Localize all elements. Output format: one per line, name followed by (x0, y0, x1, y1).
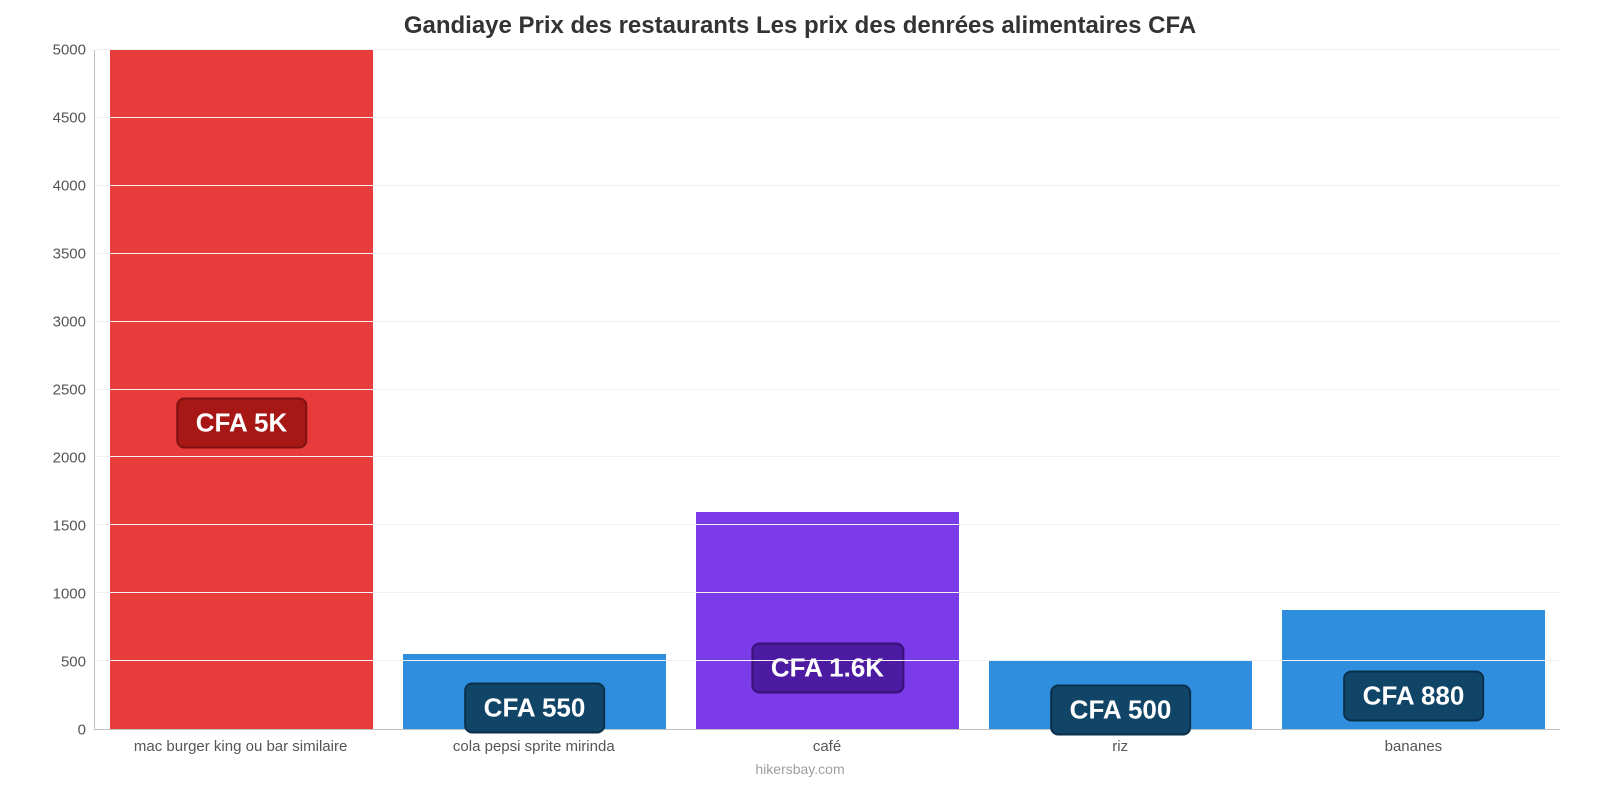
bar-slot: CFA 550 (388, 50, 681, 729)
plot-area: CFA 5K CFA 550 CFA 1.6K CFA 500 CFA 880 (94, 50, 1560, 730)
y-tick-label: 2000 (53, 450, 86, 467)
bar-slot: CFA 880 (1267, 50, 1560, 729)
grid-line (95, 456, 1560, 457)
bar: CFA 5K (110, 50, 374, 729)
grid-line (95, 321, 1560, 322)
value-badge: CFA 500 (1050, 685, 1192, 736)
bar-slot: CFA 500 (974, 50, 1267, 729)
bar-slot: CFA 1.6K (681, 50, 974, 729)
y-tick-label: 2500 (53, 382, 86, 399)
value-badge: CFA 5K (176, 398, 308, 449)
bars-container: CFA 5K CFA 550 CFA 1.6K CFA 500 CFA 880 (95, 50, 1560, 729)
y-tick-label: 3000 (53, 314, 86, 331)
grid-line (95, 185, 1560, 186)
grid-line (95, 49, 1560, 50)
value-badge: CFA 880 (1343, 670, 1485, 721)
bar: CFA 550 (403, 654, 667, 729)
x-tick-label: mac burger king ou bar similaire (94, 730, 387, 755)
y-tick-label: 1000 (53, 586, 86, 603)
grid-line (95, 389, 1560, 390)
chart-title: Gandiaye Prix des restaurants Les prix d… (40, 12, 1560, 40)
grid-line (95, 592, 1560, 593)
x-tick-label: cola pepsi sprite mirinda (387, 730, 680, 755)
y-tick-label: 1500 (53, 518, 86, 535)
plot-row: 0500100015002000250030003500400045005000… (40, 50, 1560, 730)
y-tick-label: 5000 (53, 42, 86, 59)
y-tick-label: 4000 (53, 178, 86, 195)
grid-line (95, 524, 1560, 525)
y-tick-label: 500 (61, 654, 86, 671)
price-bar-chart: Gandiaye Prix des restaurants Les prix d… (0, 0, 1600, 800)
grid-line (95, 117, 1560, 118)
x-tick-label: café (680, 730, 973, 755)
y-tick-label: 4500 (53, 110, 86, 127)
y-tick-label: 3500 (53, 246, 86, 263)
bar-slot: CFA 5K (95, 50, 388, 729)
grid-line (95, 253, 1560, 254)
x-axis: mac burger king ou bar similairecola pep… (94, 730, 1560, 755)
x-tick-label: bananes (1267, 730, 1560, 755)
y-tick-label: 0 (78, 722, 86, 739)
bar: CFA 880 (1282, 610, 1546, 730)
grid-line (95, 660, 1560, 661)
value-badge: CFA 550 (464, 683, 606, 734)
bar: CFA 500 (989, 661, 1253, 729)
bar: CFA 1.6K (696, 512, 960, 729)
chart-footer: hikersbay.com (40, 761, 1560, 777)
value-badge: CFA 1.6K (751, 643, 904, 694)
y-axis: 0500100015002000250030003500400045005000 (40, 50, 94, 730)
